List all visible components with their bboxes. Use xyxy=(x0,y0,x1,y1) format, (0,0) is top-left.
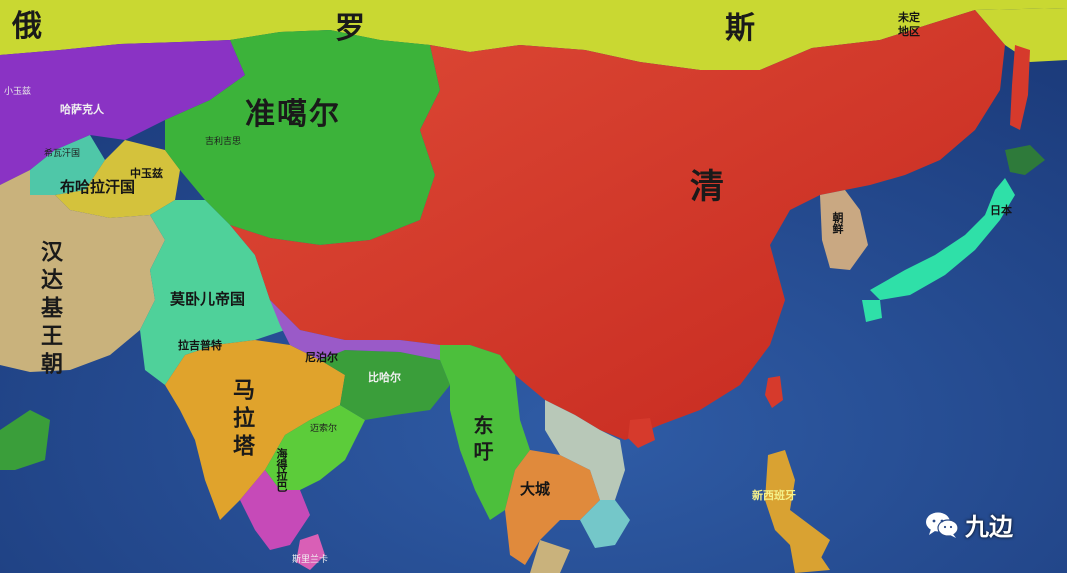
label-si: 斯 xyxy=(725,11,757,46)
label-mughal: 莫卧儿帝国 xyxy=(170,290,246,308)
region-ayutthaya xyxy=(505,450,600,565)
label-ceylon: 斯里兰卡 xyxy=(292,555,329,565)
label-rajput: 拉吉普特 xyxy=(178,339,222,352)
label-small-horde: 小玉兹 xyxy=(4,87,32,97)
label-yarkand: 吉利吉思 xyxy=(205,137,242,147)
wechat-icon xyxy=(926,512,959,538)
label-bukhara: 布哈拉汗国 xyxy=(60,178,136,196)
region-nizam xyxy=(265,405,365,490)
region-philippines xyxy=(765,450,830,565)
label-bengal: 比哈尔 xyxy=(368,371,401,384)
region-taiwan xyxy=(765,376,783,408)
region-maratha xyxy=(165,340,345,520)
region-bukhara xyxy=(55,140,180,218)
label-burma: 东吁 xyxy=(470,415,494,467)
region-russia-east xyxy=(975,8,1067,62)
region-sakhalin xyxy=(1010,45,1030,130)
region-kazakh xyxy=(0,40,245,185)
region-south xyxy=(240,470,310,550)
region-burma xyxy=(440,345,530,520)
label-mysore: 迈索尔 xyxy=(310,424,338,434)
label-ayutthaya: 大城 xyxy=(520,480,551,498)
region-cambodia xyxy=(580,500,630,548)
label-spain: 新西班牙 xyxy=(752,489,796,502)
region-khiva xyxy=(30,135,105,195)
watermark: 九边 xyxy=(925,507,1013,542)
label-middle-horde: 中玉兹 xyxy=(130,167,163,180)
label-nizam: 海得拉巴 xyxy=(275,448,288,492)
region-hokkaido xyxy=(1005,145,1045,175)
region-dzungar xyxy=(165,30,440,245)
region-hainan xyxy=(628,418,655,448)
label-kazakh: 哈萨克人 xyxy=(60,103,104,116)
region-afghan xyxy=(0,170,165,372)
label-japan: 日本 xyxy=(990,204,1012,217)
label-qing: 清 xyxy=(690,167,726,207)
label-afghan: 汉达基王朝 xyxy=(37,240,62,380)
label-maratha: 马拉塔 xyxy=(229,378,254,462)
region-mindanao xyxy=(790,545,830,573)
region-bengal xyxy=(320,350,450,420)
label-nepal: 尼泊尔 xyxy=(305,351,338,364)
label-dzungar: 准噶尔 xyxy=(245,97,341,132)
region-korea xyxy=(820,190,868,270)
region-sumatra xyxy=(530,540,570,573)
region-qing xyxy=(230,10,1005,440)
label-khiva: 希瓦汗国 xyxy=(44,149,81,159)
region-nepal xyxy=(270,300,440,360)
region-mughal xyxy=(140,200,285,385)
region-oman xyxy=(0,410,50,470)
region-russia xyxy=(0,0,1067,70)
label-region: 地区 xyxy=(898,25,920,38)
label-luo: 罗 xyxy=(335,11,367,46)
region-japan-kyushu xyxy=(862,300,882,322)
region-japan-honshu xyxy=(870,178,1015,300)
region-indochina xyxy=(545,400,625,500)
watermark-text: 九边 xyxy=(965,513,1013,541)
region-ceylon xyxy=(296,534,325,570)
label-korea: 朝鲜 xyxy=(831,212,844,234)
label-unknown: 未定 xyxy=(898,11,920,24)
label-e: 俄 xyxy=(12,9,44,44)
